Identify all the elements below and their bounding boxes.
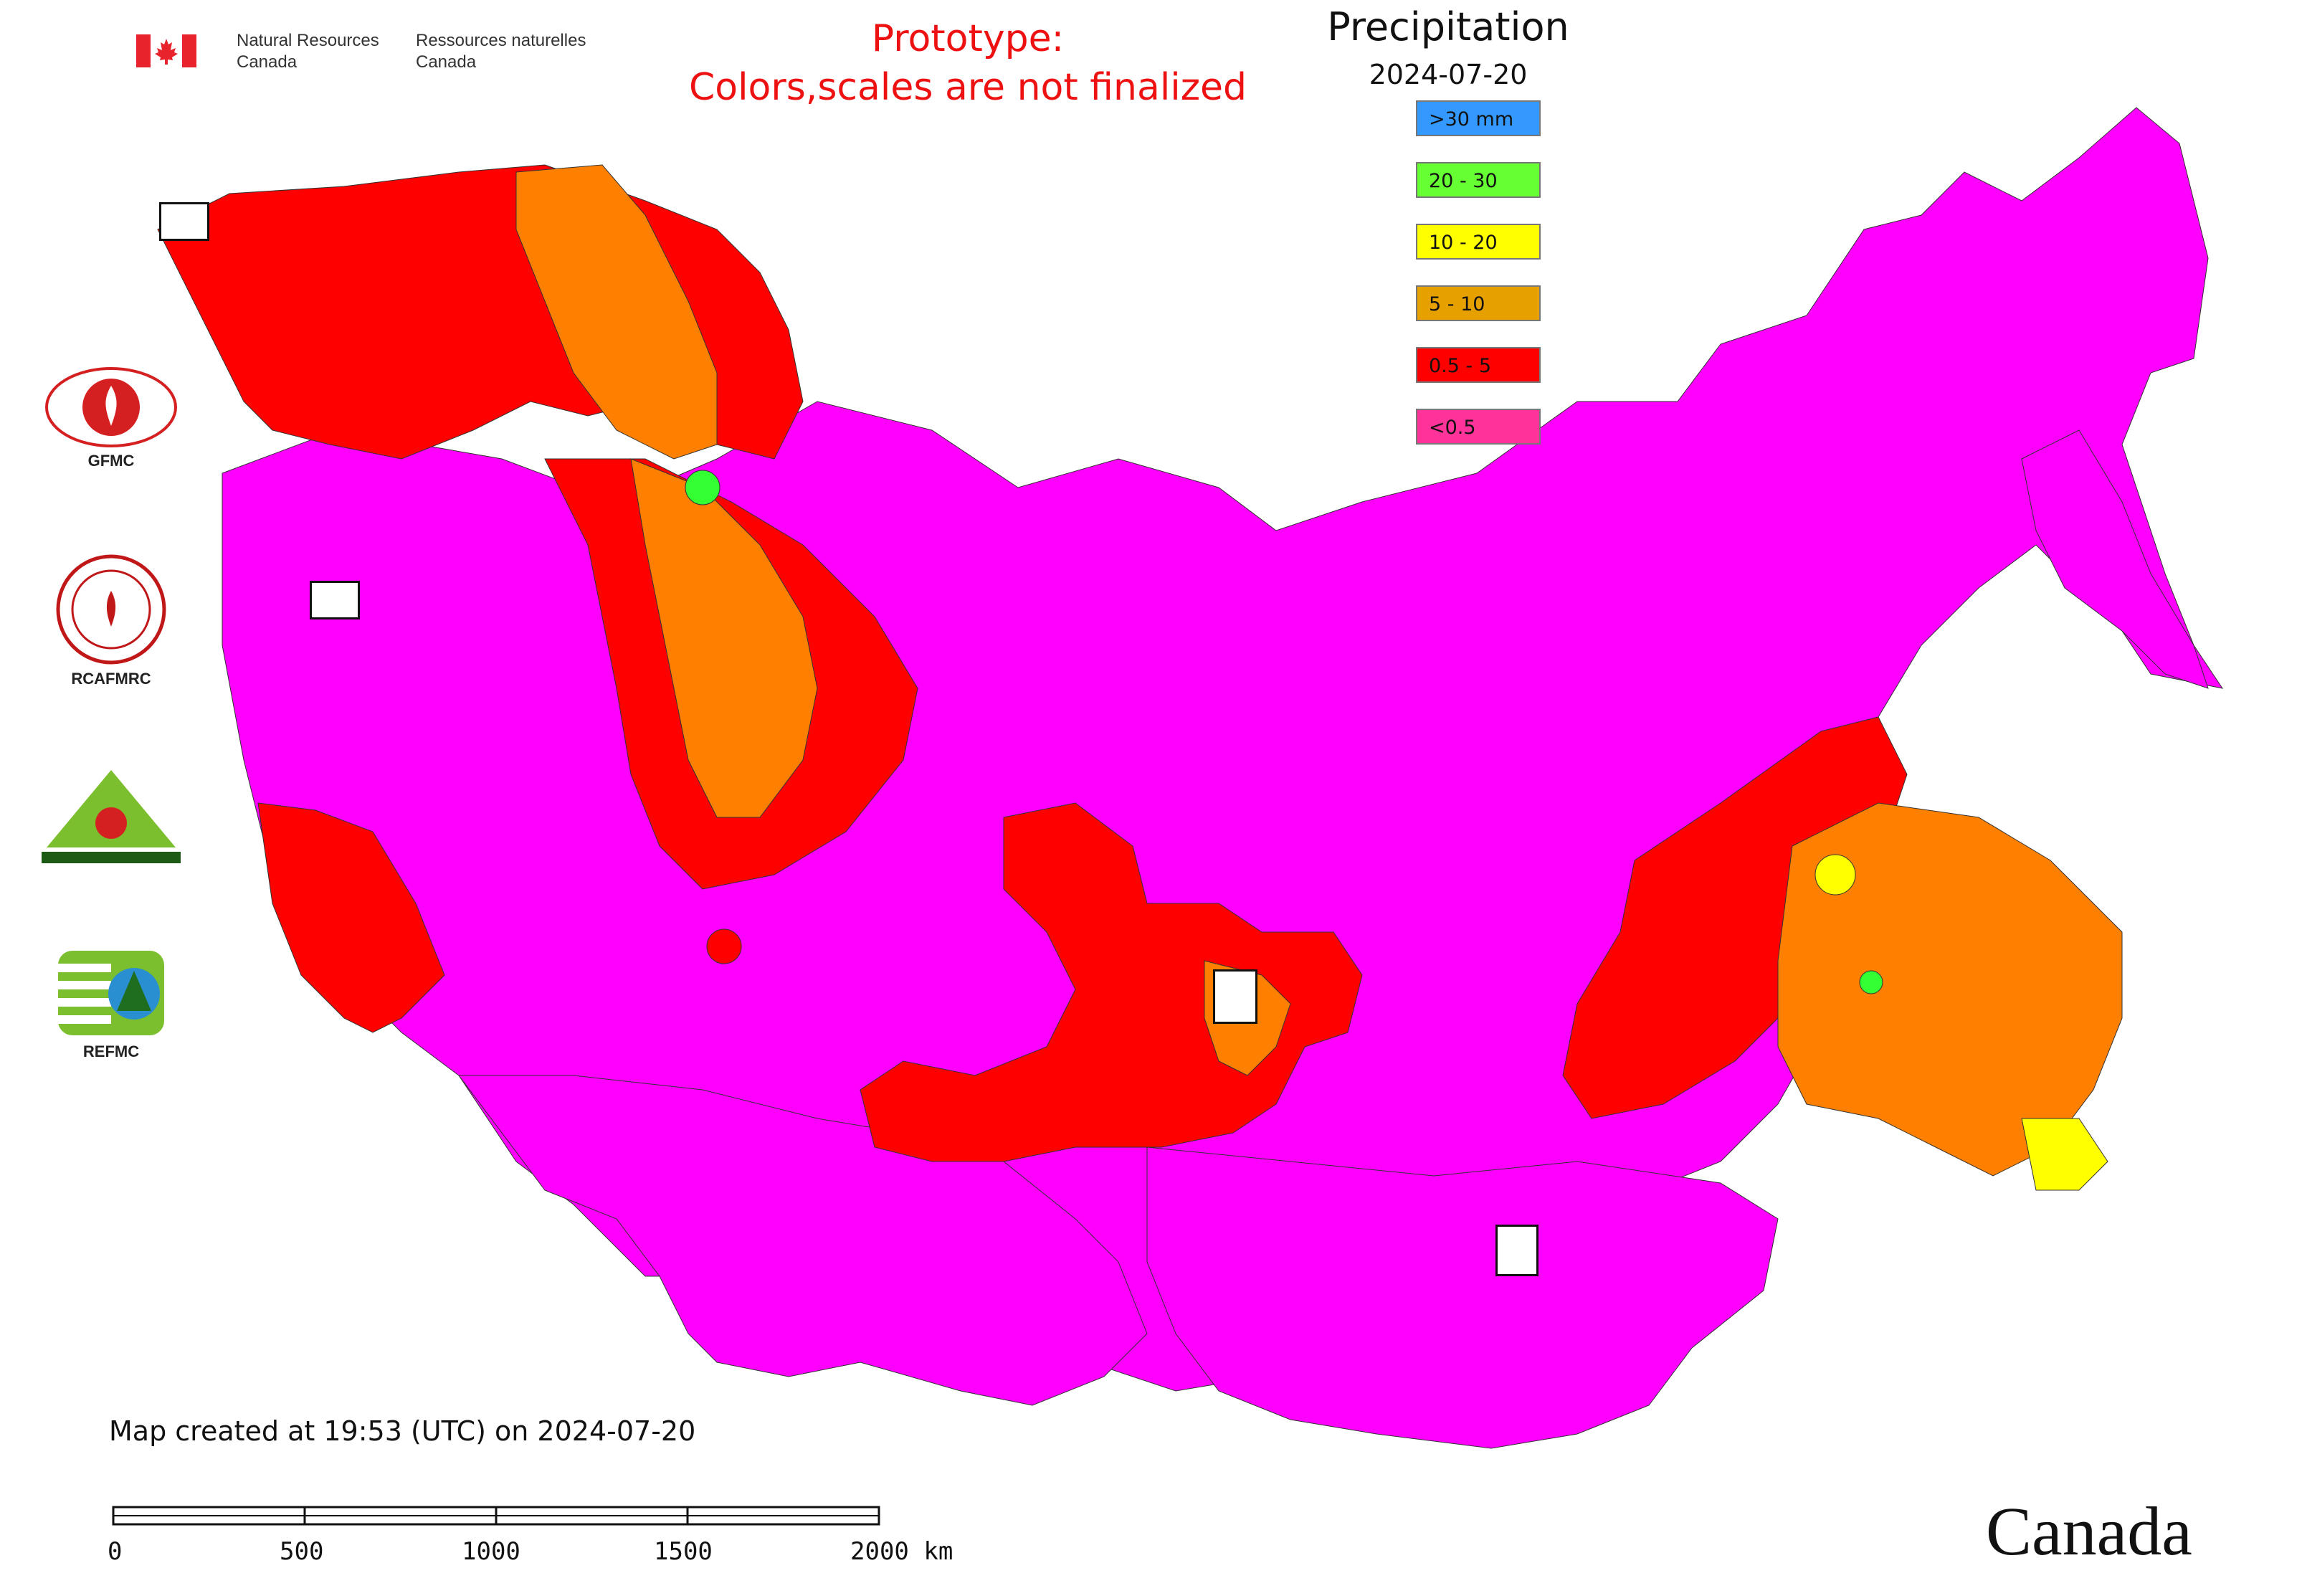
legend-item: 10 - 20 [1416, 224, 1541, 260]
scale-label: 1500 [654, 1537, 713, 1566]
rcafmrc-label: RCAFMRC [71, 670, 151, 688]
region-20-to-30-spot [1859, 970, 1883, 994]
dept-en-line1: Natural Resources [237, 31, 379, 50]
dept-name-en: Natural Resources Canada [237, 30, 379, 73]
rcafmrc-emblem-icon [56, 554, 166, 665]
refmc-label: REFMC [82, 1042, 140, 1060]
region-0-5-to-5-europe-west [257, 802, 445, 1033]
region-5-to-10-urals [630, 458, 818, 818]
dept-en-line2: Canada [237, 52, 298, 72]
flag-left-bar [136, 34, 151, 67]
scale-label: 1000 [462, 1537, 520, 1566]
region-below-0-5-kamchatka [2021, 429, 2209, 689]
maple-leaf-icon [155, 39, 178, 65]
scale-bar-graphic [112, 1506, 880, 1526]
gfmc-marker-icon [159, 202, 209, 241]
rcafmrc-marker-icon [1495, 1225, 1538, 1276]
nrcan-header: Natural Resources Canada Ressources natu… [136, 30, 595, 80]
gfmc-emblem-icon [45, 367, 177, 447]
legend-title: Precipitation [1327, 4, 1569, 49]
flag-right-bar [182, 34, 196, 67]
scale-label: 0 [108, 1537, 123, 1566]
legend-item: 20 - 30 [1416, 162, 1541, 198]
legend-date: 2024-07-20 [1369, 59, 1528, 90]
dept-fr-line2: Canada [416, 52, 477, 72]
refmc-emblem-icon [58, 951, 164, 1035]
region-0-5-to-5-spot [706, 928, 742, 964]
canada-wordmark: Canada [1986, 1493, 2192, 1569]
map-created-note: Map created at 19:53 (UTC) on 2024-07-20 [109, 1415, 696, 1447]
reefmc-logo [36, 767, 186, 870]
dept-name-fr: Ressources naturelles Canada [416, 30, 586, 73]
legend-item: <0.5 [1416, 409, 1541, 445]
refmc-logo: REFMC [36, 946, 186, 1061]
region-10-to-20-far-east [2021, 1118, 2108, 1191]
legend-item: 0.5 - 5 [1416, 347, 1541, 383]
dept-fr-line1: Ressources naturelles [416, 31, 586, 50]
region-5-to-10-finland [515, 164, 718, 460]
reefmc-marker-icon [310, 581, 360, 619]
prototype-note-line1: Prototype: [871, 17, 1065, 60]
region-10-to-20-spot [1815, 854, 1856, 896]
legend-item: 5 - 10 [1416, 285, 1541, 321]
scale-label: 2000 km [850, 1537, 953, 1566]
prototype-note: Prototype: Colors,scales are not finaliz… [645, 14, 1290, 112]
legend-item: >30 mm [1416, 100, 1541, 136]
region-0-5-to-5-central [860, 802, 1363, 1162]
flag-center [151, 34, 182, 67]
gfmc-label: GFMC [87, 452, 135, 470]
refmc-marker-icon [1213, 969, 1257, 1024]
region-20-to-30-spot [685, 470, 720, 505]
region-below-0-5-southeast [1146, 1146, 1779, 1449]
scale-bar: 0 500 1000 1500 2000 km [108, 1501, 968, 1580]
reefmc-emblem-icon [42, 770, 181, 865]
scale-label: 500 [280, 1537, 324, 1566]
gfmc-logo: GFMC [36, 366, 186, 470]
rcafmrc-logo: RCAFMRC [36, 552, 186, 688]
prototype-note-line2: Colors,scales are not finalized [688, 66, 1247, 109]
